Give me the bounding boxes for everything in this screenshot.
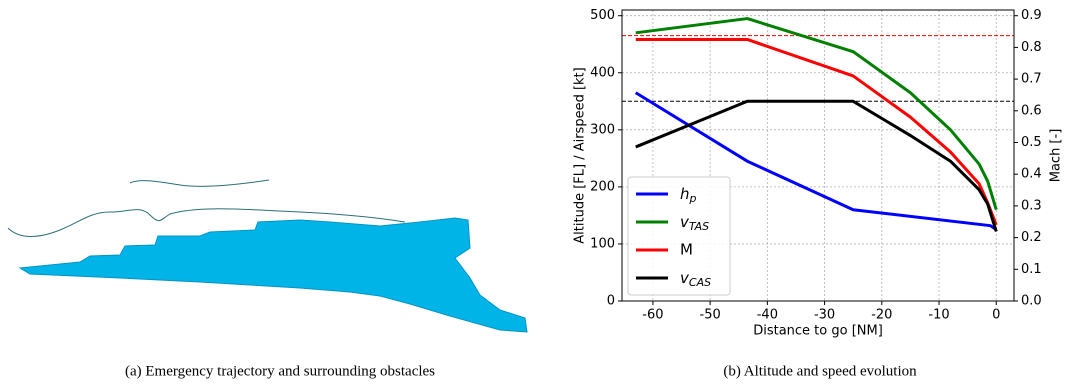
y2-axis-label: Mach [-] xyxy=(1049,129,1064,183)
y2-tick-label: 0.5 xyxy=(1021,135,1042,150)
figure: (a) Emergency trajectory and surrounding… xyxy=(0,0,1067,388)
x-tick-label: 0 xyxy=(992,308,1000,323)
y-tick-label: 400 xyxy=(590,65,615,80)
y-tick-label: 100 xyxy=(590,236,615,251)
x-tick-label: -60 xyxy=(642,308,663,323)
y2-tick-label: 0.9 xyxy=(1021,8,1042,23)
y-tick-label: 300 xyxy=(590,122,615,137)
x-tick-label: -30 xyxy=(814,308,835,323)
y2-tick-label: 0.0 xyxy=(1021,294,1042,309)
x-axis-label: Distance to go [NM] xyxy=(753,324,883,339)
y2-tick-label: 0.8 xyxy=(1021,40,1042,55)
x-tick-label: -40 xyxy=(757,308,778,323)
y2-tick-label: 0.2 xyxy=(1021,230,1042,245)
caption: (a) Emergency trajectory and surrounding… xyxy=(125,363,435,379)
y-tick-label: 0 xyxy=(607,294,615,309)
y-tick-label: 500 xyxy=(590,8,615,23)
y2-tick-label: 0.4 xyxy=(1021,167,1042,182)
y2-tick-label: 0.6 xyxy=(1021,103,1042,118)
legend-label: M xyxy=(680,241,693,259)
x-tick-label: -20 xyxy=(871,308,892,323)
caption: (b) Altitude and speed evolution xyxy=(723,363,917,379)
y-axis-label: Altitude [FL] / Airspeed [kt] xyxy=(573,67,588,243)
y2-tick-label: 0.3 xyxy=(1021,198,1042,213)
obstacle-render xyxy=(8,180,527,332)
y2-tick-label: 0.1 xyxy=(1021,262,1042,277)
x-tick-label: -50 xyxy=(700,308,721,323)
y-tick-label: 200 xyxy=(590,179,615,194)
x-tick-label: -10 xyxy=(928,308,949,323)
y2-tick-label: 0.7 xyxy=(1021,72,1042,87)
